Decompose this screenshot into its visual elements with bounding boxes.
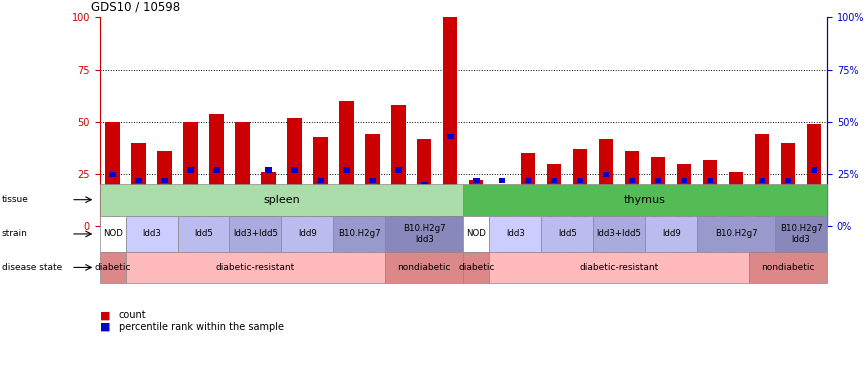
Bar <box>625 151 639 226</box>
Bar <box>655 178 662 183</box>
Bar <box>391 105 405 226</box>
Bar <box>339 101 353 226</box>
Bar <box>395 167 402 173</box>
Text: NOD: NOD <box>467 229 486 238</box>
Bar <box>577 178 584 183</box>
Text: ■: ■ <box>100 322 110 332</box>
Bar <box>525 178 532 183</box>
Bar <box>187 167 194 173</box>
Text: count: count <box>119 310 146 320</box>
Text: ldd3: ldd3 <box>142 229 161 238</box>
Text: B10.H2g7
ldd3: B10.H2g7 ldd3 <box>779 224 823 244</box>
Text: diabetic-resistant: diabetic-resistant <box>216 263 295 272</box>
Bar <box>265 167 272 173</box>
Text: strain: strain <box>2 229 28 238</box>
Bar <box>365 134 379 226</box>
Bar <box>703 159 717 226</box>
Text: ■: ■ <box>100 310 110 320</box>
Text: ldd5: ldd5 <box>194 229 213 238</box>
Bar <box>135 178 142 183</box>
Text: ldd5: ldd5 <box>558 229 577 238</box>
Bar <box>291 167 298 173</box>
Text: GDS10 / 10598: GDS10 / 10598 <box>91 0 180 14</box>
Bar <box>599 139 613 226</box>
Bar <box>288 118 301 226</box>
Text: tissue: tissue <box>2 195 29 204</box>
Bar <box>161 178 168 183</box>
Text: B10.H2g7
ldd3: B10.H2g7 ldd3 <box>403 224 446 244</box>
Bar <box>421 182 428 187</box>
Bar <box>239 195 246 200</box>
Bar <box>729 172 743 226</box>
Bar <box>313 137 327 226</box>
Bar <box>317 178 324 183</box>
Text: diabetic: diabetic <box>458 263 494 272</box>
Text: B10.H2g7: B10.H2g7 <box>338 229 381 238</box>
Bar <box>755 134 769 226</box>
Bar <box>369 178 376 183</box>
Bar <box>495 195 509 226</box>
Bar <box>262 172 275 226</box>
Bar <box>811 167 818 173</box>
Bar <box>417 139 431 226</box>
Text: ldd9: ldd9 <box>298 229 317 238</box>
Text: percentile rank within the sample: percentile rank within the sample <box>119 322 284 332</box>
Bar <box>733 197 740 202</box>
Bar <box>629 178 636 183</box>
Bar <box>213 167 220 173</box>
Bar <box>785 178 792 183</box>
Bar <box>551 178 558 183</box>
Bar <box>210 113 223 226</box>
Bar <box>443 17 457 226</box>
Bar <box>681 178 688 183</box>
Text: nondiabetic: nondiabetic <box>397 263 451 272</box>
Text: disease state: disease state <box>2 263 62 272</box>
Text: ldd3+ldd5: ldd3+ldd5 <box>233 229 278 238</box>
Text: nondiabetic: nondiabetic <box>761 263 815 272</box>
Bar <box>807 124 821 226</box>
Bar <box>759 178 766 183</box>
Bar <box>781 143 795 226</box>
Bar <box>184 122 197 226</box>
Bar <box>707 178 714 183</box>
Bar <box>677 164 691 226</box>
Text: ldd9: ldd9 <box>662 229 681 238</box>
Bar <box>473 178 480 183</box>
Text: diabetic: diabetic <box>94 263 131 272</box>
Bar <box>547 164 561 226</box>
Bar <box>109 171 116 177</box>
Bar <box>158 151 171 226</box>
Bar <box>447 134 454 139</box>
Bar <box>573 149 587 226</box>
Text: ldd3+ldd5: ldd3+ldd5 <box>597 229 642 238</box>
Bar <box>499 178 506 183</box>
Bar <box>106 122 120 226</box>
Bar <box>236 122 249 226</box>
Bar <box>521 153 535 226</box>
Bar <box>343 167 350 173</box>
Text: NOD: NOD <box>103 229 122 238</box>
Text: diabetic-resistant: diabetic-resistant <box>579 263 659 272</box>
Text: ldd3: ldd3 <box>506 229 525 238</box>
Text: B10.H2g7: B10.H2g7 <box>714 229 758 238</box>
Bar <box>132 143 145 226</box>
Text: thymus: thymus <box>624 195 666 205</box>
Bar <box>651 158 665 226</box>
Bar <box>603 171 610 177</box>
Bar <box>469 180 483 226</box>
Text: spleen: spleen <box>263 195 300 205</box>
